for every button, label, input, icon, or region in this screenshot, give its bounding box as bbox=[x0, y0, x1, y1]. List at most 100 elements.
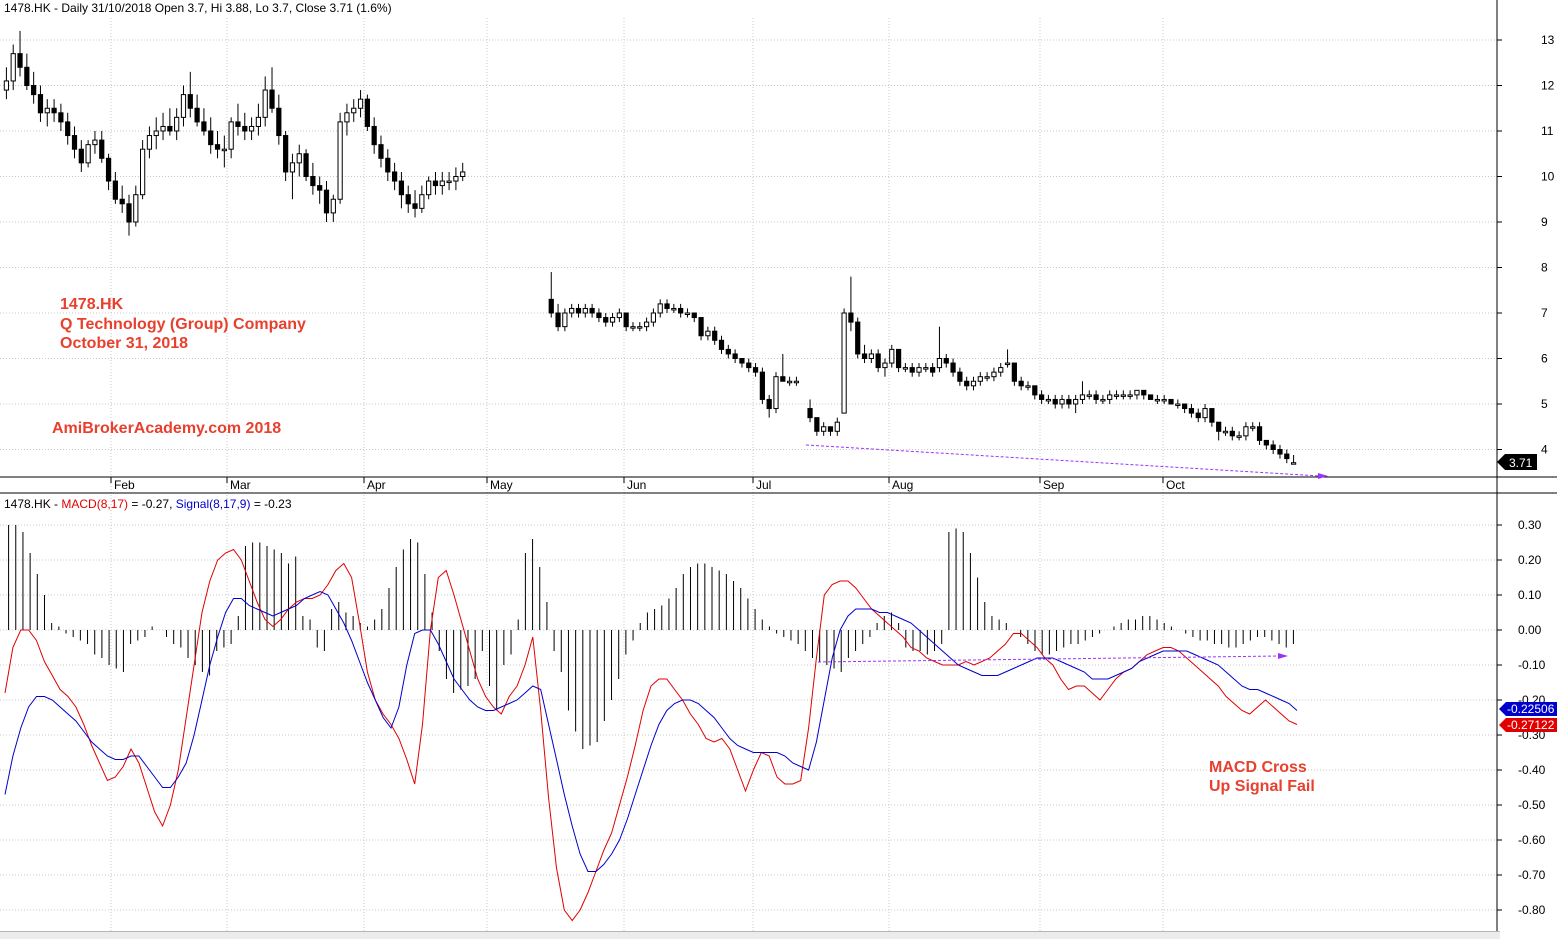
macd-header-prefix: 1478.HK - bbox=[4, 497, 61, 511]
last-price-badge: 3.71 bbox=[1497, 454, 1537, 470]
candle-down bbox=[746, 362, 752, 369]
candle-up bbox=[153, 130, 159, 137]
candle-down bbox=[895, 348, 902, 369]
month-tick-label: Feb bbox=[114, 478, 135, 492]
candle-up bbox=[160, 125, 166, 132]
candle-up bbox=[1175, 403, 1181, 406]
candle-up bbox=[882, 362, 888, 369]
candle-down bbox=[596, 312, 602, 319]
candle-up bbox=[657, 303, 663, 314]
candle-down bbox=[412, 203, 418, 209]
candle-down bbox=[603, 317, 609, 323]
annotation-date: October 31, 2018 bbox=[60, 335, 188, 352]
candle-up bbox=[453, 176, 459, 182]
candle-down bbox=[385, 157, 391, 173]
candlestick-series bbox=[3, 30, 1297, 465]
candle-up bbox=[705, 330, 711, 337]
macd-header-macd-label: MACD(8,17) bbox=[61, 497, 128, 511]
candle-up bbox=[10, 53, 16, 82]
candle-up bbox=[773, 376, 779, 410]
candle-up bbox=[936, 358, 943, 369]
candle-down bbox=[167, 125, 173, 132]
macd-header-macd-value: = -0.27, bbox=[128, 497, 176, 511]
candle-down bbox=[1216, 421, 1222, 432]
candle-up bbox=[228, 121, 234, 150]
candle-up bbox=[998, 367, 1004, 373]
candle-down bbox=[51, 107, 57, 114]
candle-down bbox=[194, 107, 200, 123]
candle-down bbox=[71, 135, 78, 150]
candle-up bbox=[868, 353, 874, 360]
candle-up bbox=[793, 380, 800, 384]
candle-up bbox=[1250, 426, 1256, 429]
candle-down bbox=[698, 317, 704, 337]
price-tick-label: 12 bbox=[1541, 79, 1555, 93]
candle-up bbox=[1073, 398, 1079, 405]
macd-tick-label: 0.20 bbox=[1518, 553, 1542, 567]
candle-down bbox=[950, 362, 956, 373]
candle-down bbox=[875, 353, 881, 369]
candle-up bbox=[426, 180, 432, 196]
month-tick-label: Aug bbox=[892, 478, 913, 492]
candle-down bbox=[378, 144, 384, 159]
candle-up bbox=[1243, 426, 1249, 437]
macd-header-signal-label: Signal(8,17,9) bbox=[176, 497, 251, 511]
candle-down bbox=[112, 180, 118, 200]
price-tick-label: 8 bbox=[1541, 261, 1548, 275]
candle-up bbox=[889, 348, 895, 364]
candle-down bbox=[398, 180, 405, 196]
candle-up bbox=[902, 367, 909, 370]
price-tick-label: 7 bbox=[1541, 306, 1548, 320]
macd-y-ticks: 0.300.200.100.00-0.10-0.20-0.30-0.40-0.5… bbox=[1497, 518, 1546, 917]
candle-down bbox=[807, 408, 813, 419]
macd-value-badge: -0.22506 bbox=[1499, 702, 1557, 716]
candle-up bbox=[1290, 462, 1297, 465]
price-tick-label: 9 bbox=[1541, 215, 1548, 229]
candle-down bbox=[943, 358, 949, 364]
candle-down bbox=[1038, 394, 1045, 400]
macd-panel-header: 1478.HK - MACD(8,17) = -0.27, Signal(8,1… bbox=[4, 497, 292, 511]
candle-up bbox=[419, 194, 425, 209]
candle-up bbox=[569, 307, 575, 314]
candle-down bbox=[1195, 412, 1201, 419]
candle-up bbox=[1134, 389, 1140, 396]
candle-down bbox=[909, 367, 915, 373]
candle-down bbox=[1277, 449, 1283, 455]
candle-up bbox=[337, 121, 343, 200]
signal-value-label: -0.27122 bbox=[1507, 718, 1555, 732]
candle-up bbox=[146, 135, 153, 150]
macd-value-label: -0.22506 bbox=[1507, 702, 1555, 716]
signal-line bbox=[4, 590, 1298, 872]
month-tick-label: Mar bbox=[230, 478, 251, 492]
candle-down bbox=[276, 107, 282, 137]
candle-down bbox=[1032, 385, 1038, 396]
candle-down bbox=[732, 353, 738, 360]
macd-line bbox=[4, 548, 1298, 922]
candle-up bbox=[834, 421, 840, 432]
candle-down bbox=[242, 125, 248, 132]
candle-up bbox=[616, 312, 622, 319]
candle-down bbox=[766, 398, 772, 410]
candle-up bbox=[296, 153, 302, 164]
candle-down bbox=[855, 321, 861, 355]
macd-grid bbox=[0, 524, 1497, 911]
candle-down bbox=[848, 312, 854, 323]
candle-up bbox=[357, 98, 364, 109]
candle-down bbox=[555, 312, 561, 328]
candle-down bbox=[1270, 444, 1276, 451]
candle-down bbox=[1147, 394, 1154, 400]
signal-value-badge: -0.27122 bbox=[1499, 718, 1557, 732]
macd-tick-label: 0.00 bbox=[1518, 623, 1542, 637]
candle-up bbox=[684, 312, 691, 315]
candle-down bbox=[364, 98, 370, 127]
candle-up bbox=[44, 107, 50, 114]
month-tick-label: Apr bbox=[367, 478, 386, 492]
candle-down bbox=[310, 176, 316, 187]
candle-up bbox=[3, 80, 10, 91]
sheet-tab-strip[interactable] bbox=[0, 931, 1500, 939]
candle-down bbox=[752, 367, 759, 373]
candle-up bbox=[180, 94, 187, 118]
candle-up bbox=[671, 307, 677, 311]
candle-down bbox=[371, 125, 377, 146]
